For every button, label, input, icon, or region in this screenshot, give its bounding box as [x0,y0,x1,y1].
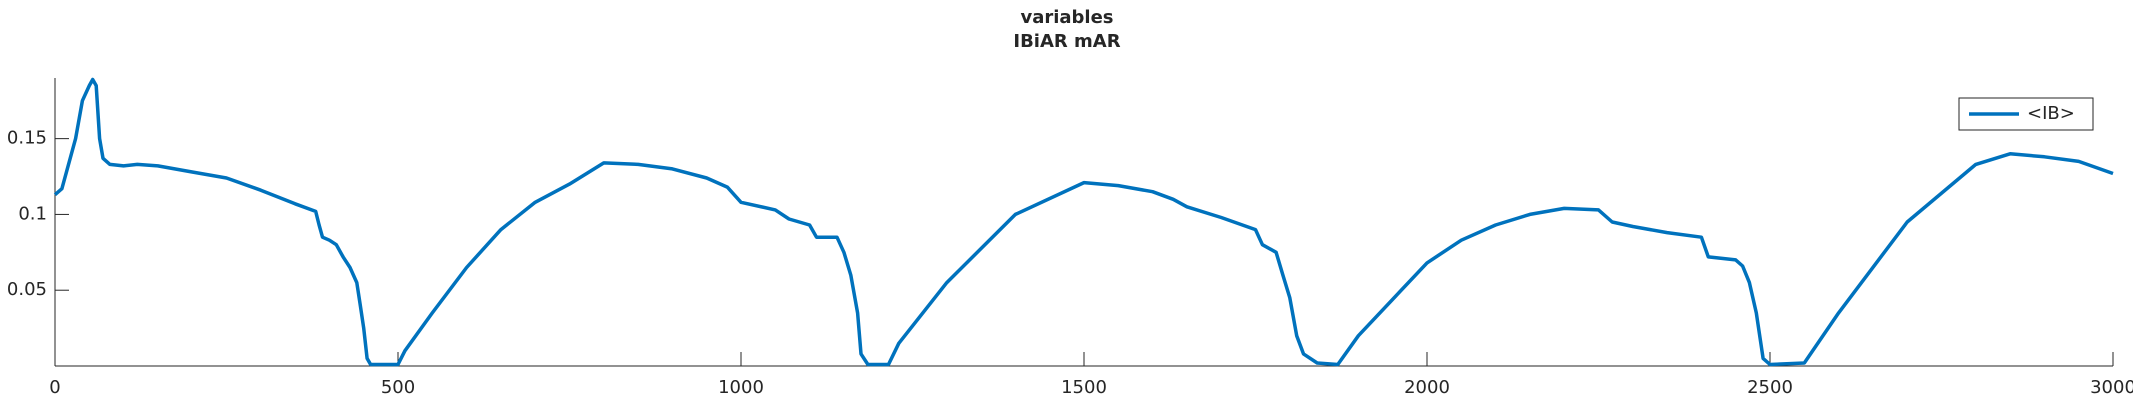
y-tick-label: 0.1 [18,203,47,224]
y-tick-label: 0.05 [7,279,47,300]
legend-label: <IB> [2027,103,2075,124]
x-tick-label: 1000 [718,377,764,398]
x-tick-label: 2000 [1404,377,1450,398]
y-tick-label: 0.15 [7,128,47,149]
chart-title: variables [1020,7,1113,28]
chart-subtitle: IBiAR mAR [1013,31,1120,52]
line [53,77,2114,367]
x-tick-label: 3000 [2090,377,2133,398]
x-tick-label: 0 [49,377,60,398]
x-tick-label: 500 [381,377,415,398]
x-tick-label: 1500 [1061,377,1107,398]
x-tick-label: 2500 [1747,377,1793,398]
